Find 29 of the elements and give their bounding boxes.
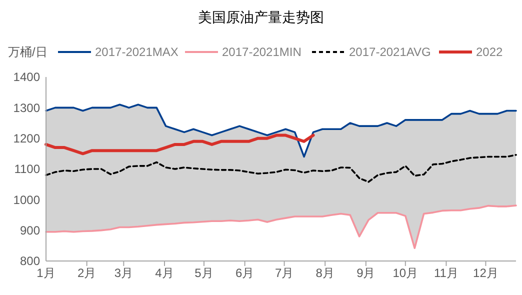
legend-label: 2017-2021MAX	[95, 45, 178, 60]
chart-title: 美国原油产量走势图	[198, 9, 324, 25]
y-tick-label: 1400	[13, 70, 40, 84]
y-tick-label: 800	[20, 254, 40, 268]
y-tick-label: 900	[20, 224, 40, 238]
x-tick-label: 12月	[473, 266, 498, 280]
x-tick-label: 8月	[316, 266, 334, 280]
legend-label: 2022	[476, 45, 504, 60]
x-tick-label: 9月	[356, 266, 376, 280]
line-series	[45, 154, 517, 183]
y-tick-label: 1300	[13, 100, 40, 115]
x-tick-label: 2月	[77, 266, 96, 280]
x-tick-label: 5月	[194, 266, 214, 280]
x-tick-label: 4月	[155, 266, 174, 280]
x-tick-label: 3月	[114, 266, 134, 280]
line-series	[45, 104, 517, 158]
x-tick-label: 11月	[434, 266, 458, 280]
x-tick-label: 1月	[36, 266, 56, 280]
x-tick-label: 7月	[274, 266, 294, 280]
y-axis-title: 万桶/日	[8, 45, 48, 60]
y-tick-label: 1000	[13, 192, 40, 207]
y-tick-label: 1100	[14, 162, 40, 176]
legend-label: 2017-2021AVG	[349, 45, 431, 60]
y-tick-label: 1200	[13, 132, 40, 146]
line-series	[44, 134, 315, 156]
x-tick-label: 10月	[392, 266, 418, 280]
legend-label: 2017-2021MIN	[222, 45, 302, 60]
line-series	[45, 204, 517, 250]
x-tick-label: 6月	[235, 266, 254, 280]
